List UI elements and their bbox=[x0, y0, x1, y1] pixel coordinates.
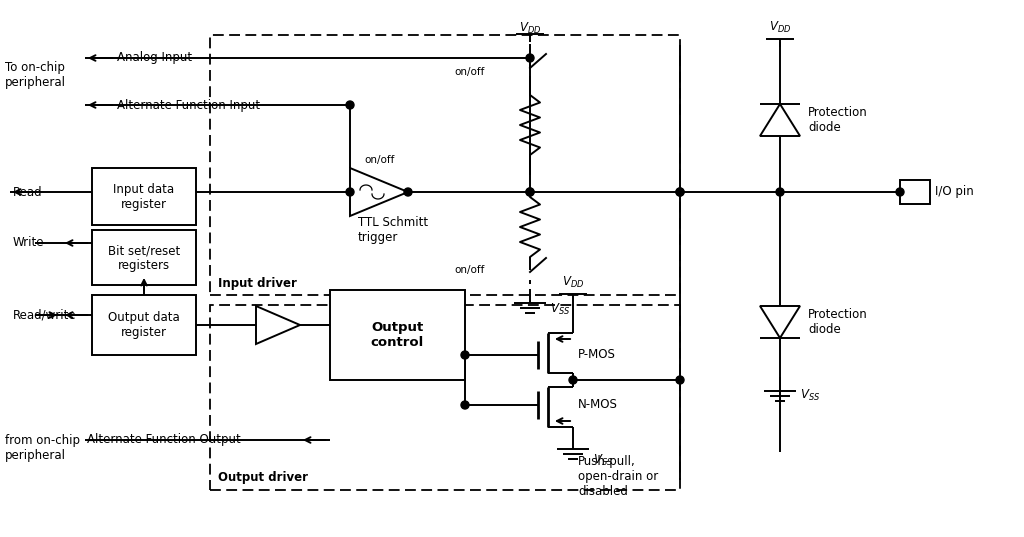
Text: Output driver: Output driver bbox=[218, 471, 308, 484]
Text: P-MOS: P-MOS bbox=[578, 349, 615, 361]
Text: I/O pin: I/O pin bbox=[935, 185, 974, 199]
Text: on/off: on/off bbox=[364, 155, 394, 165]
Text: $V_{DD}$: $V_{DD}$ bbox=[562, 274, 584, 289]
Text: $V_{SS}$: $V_{SS}$ bbox=[800, 388, 820, 403]
Polygon shape bbox=[256, 306, 300, 344]
Text: Push-pull,
open-drain or
disabled: Push-pull, open-drain or disabled bbox=[578, 455, 658, 498]
Text: $V_{SS}$: $V_{SS}$ bbox=[550, 301, 570, 316]
Text: on/off: on/off bbox=[455, 67, 485, 77]
Polygon shape bbox=[760, 306, 800, 338]
Circle shape bbox=[346, 188, 354, 196]
Text: Bit set/reset
registers: Bit set/reset registers bbox=[108, 244, 180, 272]
Text: N-MOS: N-MOS bbox=[578, 398, 617, 411]
Text: from on-chip
peripheral: from on-chip peripheral bbox=[5, 434, 80, 462]
Circle shape bbox=[461, 351, 469, 359]
Text: Alternate Function Input: Alternate Function Input bbox=[117, 98, 260, 112]
Text: Protection
diode: Protection diode bbox=[808, 308, 867, 336]
Text: To on-chip
peripheral: To on-chip peripheral bbox=[5, 61, 66, 89]
Circle shape bbox=[404, 188, 412, 196]
Text: Input data
register: Input data register bbox=[114, 183, 174, 211]
Polygon shape bbox=[760, 104, 800, 136]
Circle shape bbox=[569, 376, 577, 384]
Text: Output data
register: Output data register bbox=[109, 311, 180, 339]
Text: Read: Read bbox=[13, 185, 43, 199]
Circle shape bbox=[676, 376, 684, 384]
Circle shape bbox=[461, 401, 469, 409]
Text: $V_{DD}$: $V_{DD}$ bbox=[519, 20, 541, 35]
Text: Read/write: Read/write bbox=[13, 308, 77, 322]
Circle shape bbox=[526, 188, 534, 196]
Bar bbox=[210, 305, 680, 490]
Text: Write: Write bbox=[13, 236, 44, 250]
Text: Protection
diode: Protection diode bbox=[808, 106, 867, 134]
Text: on/off: on/off bbox=[455, 265, 485, 275]
Bar bbox=[900, 180, 930, 204]
Text: Input driver: Input driver bbox=[218, 277, 297, 289]
Circle shape bbox=[676, 188, 684, 196]
Bar bbox=[92, 230, 196, 285]
Circle shape bbox=[526, 188, 534, 196]
Bar bbox=[210, 35, 680, 295]
Bar bbox=[92, 295, 196, 355]
Circle shape bbox=[896, 188, 904, 196]
Circle shape bbox=[526, 54, 534, 62]
Circle shape bbox=[776, 188, 784, 196]
Text: TTL Schmitt
trigger: TTL Schmitt trigger bbox=[358, 216, 428, 244]
Text: $V_{DD}$: $V_{DD}$ bbox=[769, 19, 792, 34]
Polygon shape bbox=[350, 168, 408, 216]
Text: $V_{SS}$: $V_{SS}$ bbox=[593, 453, 613, 468]
Bar bbox=[330, 290, 465, 380]
Bar bbox=[92, 168, 196, 225]
Text: Analog Input: Analog Input bbox=[117, 52, 193, 64]
Text: Output
control: Output control bbox=[371, 321, 424, 349]
Text: Alternate Function Output: Alternate Function Output bbox=[87, 433, 241, 446]
Circle shape bbox=[346, 101, 354, 109]
Circle shape bbox=[676, 188, 684, 196]
